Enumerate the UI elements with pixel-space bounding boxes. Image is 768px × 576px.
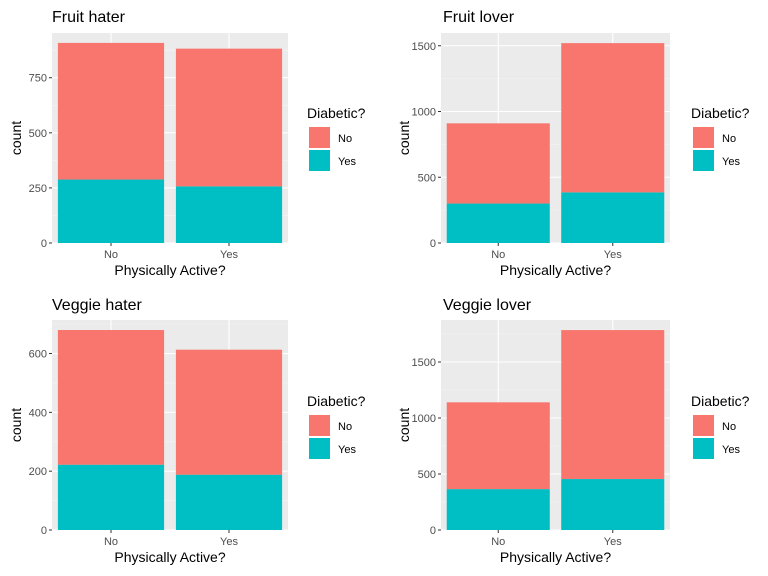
legend-key-no	[693, 127, 714, 148]
x-axis-label: Physically Active?	[500, 549, 611, 565]
bar-yes-no	[446, 489, 550, 530]
bar-no-yes	[175, 349, 283, 475]
legend-title: Diabetic?	[691, 105, 750, 121]
legend-label: Yes	[338, 156, 356, 168]
x-axis-label: Physically Active?	[114, 549, 225, 565]
legend-title: Diabetic?	[691, 393, 750, 409]
legend-key-yes	[693, 150, 714, 171]
bar-no-yes	[561, 43, 665, 193]
legend-key-yes	[309, 438, 330, 459]
chart-panel-2: 0 200 400 600 No Yes Veggie hater Physically Ac…	[8, 297, 366, 565]
x-tick-label: No	[104, 536, 118, 548]
x-tick-label: No	[104, 249, 118, 261]
y-tick-label: 0	[430, 525, 436, 537]
legend: Diabetic? No Yes	[691, 105, 750, 171]
y-tick-label: 500	[418, 469, 436, 481]
y-axis-label: count	[8, 408, 24, 442]
bar-yes-yes	[561, 479, 665, 530]
y-tick-label: 1500	[412, 357, 436, 369]
y-tick-label: 500	[29, 128, 47, 140]
y-tick-label: 1000	[412, 107, 436, 119]
legend-title: Diabetic?	[307, 105, 366, 121]
legend: Diabetic? No Yes	[307, 393, 366, 459]
legend: Diabetic? No Yes	[691, 393, 750, 459]
legend-label: No	[722, 133, 736, 145]
y-tick-label: 1000	[412, 413, 436, 425]
bar-yes-no	[57, 464, 165, 530]
legend-key-no	[309, 415, 330, 436]
x-tick-label: Yes	[604, 536, 622, 548]
y-tick-label: 0	[41, 525, 47, 537]
legend-key-no	[693, 415, 714, 436]
bar-yes-no	[446, 203, 550, 243]
legend-label: Yes	[338, 444, 356, 456]
bar-yes-no	[57, 179, 165, 243]
y-tick-label: 600	[29, 349, 47, 361]
x-tick-label: Yes	[604, 249, 622, 261]
legend-label: Yes	[722, 444, 740, 456]
y-axis-label: count	[396, 408, 412, 442]
y-tick-label: 1500	[412, 41, 436, 53]
legend-label: Yes	[722, 156, 740, 168]
legend-key-yes	[693, 438, 714, 459]
bar-yes-yes	[175, 474, 283, 530]
bar-yes-yes	[175, 186, 283, 243]
y-tick-label: 400	[29, 407, 47, 419]
y-tick-label: 500	[418, 172, 436, 184]
bar-no-yes	[175, 48, 283, 187]
chart-panel-3: 0 500 1000 1500 No Yes Veggie lover Physically …	[396, 297, 750, 565]
legend-label: No	[338, 133, 352, 145]
legend-key-yes	[309, 150, 330, 171]
chart-title: Fruit hater	[52, 9, 126, 26]
legend-key-no	[309, 127, 330, 148]
x-tick-label: No	[491, 536, 505, 548]
bar-no-no	[57, 330, 165, 465]
legend: Diabetic? No Yes	[307, 105, 366, 171]
bar-yes-yes	[561, 192, 665, 243]
x-tick-label: Yes	[220, 536, 238, 548]
bar-no-no	[446, 402, 550, 490]
y-axis-label: count	[8, 121, 24, 155]
bar-no-no	[446, 123, 550, 204]
x-tick-label: Yes	[220, 249, 238, 261]
y-axis-label: count	[396, 121, 412, 155]
y-tick-label: 0	[430, 238, 436, 250]
y-tick-label: 750	[29, 73, 47, 85]
x-tick-label: No	[491, 249, 505, 261]
y-tick-label: 200	[29, 466, 47, 478]
chart-title: Veggie hater	[52, 297, 143, 314]
legend-title: Diabetic?	[307, 393, 366, 409]
chart-panel-0: 0 250 500 750 No Yes Fruit hater Physically Act…	[8, 9, 366, 278]
chart-title: Fruit lover	[443, 9, 515, 26]
bar-no-no	[57, 42, 165, 180]
y-tick-label: 0	[41, 238, 47, 250]
legend-label: No	[338, 421, 352, 433]
x-axis-label: Physically Active?	[500, 262, 611, 278]
legend-label: No	[722, 421, 736, 433]
x-axis-label: Physically Active?	[114, 262, 225, 278]
bar-no-yes	[561, 330, 665, 480]
y-tick-label: 250	[29, 183, 47, 195]
chart-panel-1: 0 500 1000 1500 No Yes Fruit lover Physically A…	[396, 9, 750, 278]
chart-title: Veggie lover	[443, 297, 532, 314]
